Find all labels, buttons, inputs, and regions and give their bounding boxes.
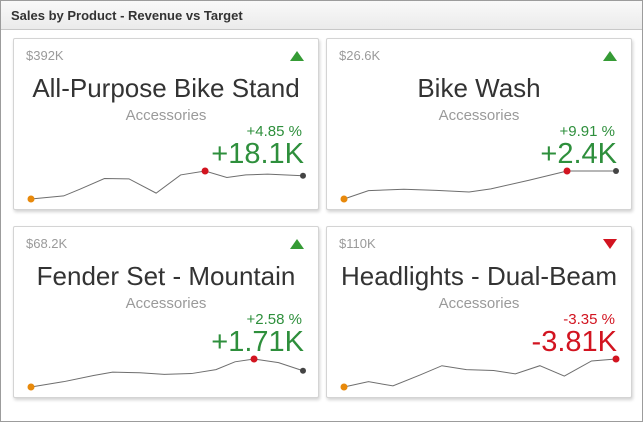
revenue-value: $392K bbox=[26, 48, 64, 63]
category-label: Accessories bbox=[438, 295, 520, 312]
category-label: Accessories bbox=[125, 107, 207, 124]
percent-change: +9.91 % bbox=[559, 123, 615, 140]
sparkline-chart bbox=[340, 167, 619, 203]
kpi-card-headlights-dual-beam[interactable]: $110K Headlights - Dual-Beam Accessories… bbox=[326, 226, 632, 398]
trend-up-icon bbox=[290, 239, 304, 249]
kpi-card-all-purpose-bike-stand[interactable]: $392K All-Purpose Bike Stand Accessories… bbox=[13, 38, 319, 210]
card-grid: $392K All-Purpose Bike Stand Accessories… bbox=[1, 30, 642, 398]
trend-up-icon bbox=[290, 51, 304, 61]
trend-up-icon bbox=[603, 51, 617, 61]
panel-title: Sales by Product - Revenue vs Target bbox=[11, 7, 243, 23]
sparkline-chart bbox=[27, 355, 306, 391]
delta-value: +18.1K bbox=[211, 138, 304, 170]
revenue-value: $68.2K bbox=[26, 236, 68, 251]
delta-value: -3.81K bbox=[531, 326, 617, 358]
sparkline-chart bbox=[340, 355, 620, 391]
revenue-value: $26.6K bbox=[339, 48, 381, 63]
delta-value: +1.71K bbox=[211, 326, 304, 358]
kpi-card-fender-set-mountain[interactable]: $68.2K Fender Set - Mountain Accessories… bbox=[13, 226, 319, 398]
revenue-value: $110K bbox=[339, 236, 376, 251]
delta-value: +2.4K bbox=[540, 138, 617, 170]
product-title: Fender Set - Mountain bbox=[36, 261, 296, 291]
category-label: Accessories bbox=[438, 107, 520, 124]
product-title: All-Purpose Bike Stand bbox=[32, 73, 300, 103]
sparkline-chart bbox=[27, 167, 306, 203]
percent-change: +2.58 % bbox=[246, 311, 302, 328]
category-label: Accessories bbox=[125, 295, 207, 312]
percent-change: -3.35 % bbox=[563, 311, 615, 328]
kpi-card-bike-wash[interactable]: $26.6K Bike Wash Accessories +9.91 % +2.… bbox=[326, 38, 632, 210]
product-title: Headlights - Dual-Beam bbox=[340, 261, 617, 291]
percent-change: +4.85 % bbox=[246, 123, 302, 140]
trend-down-icon bbox=[603, 239, 617, 249]
product-title: Bike Wash bbox=[417, 73, 541, 103]
panel-header: Sales by Product - Revenue vs Target bbox=[1, 1, 642, 30]
